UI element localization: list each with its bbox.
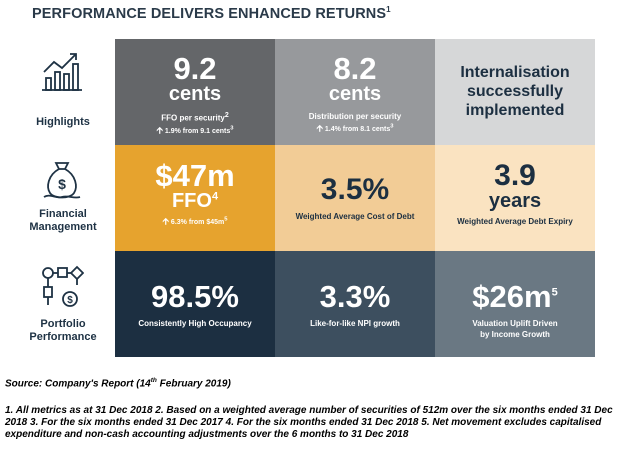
cost-of-debt-caption: Weighted Average Cost of Debt: [295, 212, 415, 221]
page-title: PERFORMANCE DELIVERS ENHANCED RETURNS1: [32, 5, 391, 22]
tile-cost-of-debt: 3.5% Weighted Average Cost of Debt: [275, 145, 435, 251]
distribution-unit: cents: [328, 83, 382, 105]
up-arrow-icon: 🡩: [316, 123, 323, 133]
debt-expiry-caption: Weighted Average Debt Expiry: [457, 217, 573, 226]
valuation-value: $26m5: [472, 279, 558, 314]
row-label-financial-management: Financial Management: [29, 208, 97, 233]
ffo-m-unit: FFO4: [171, 190, 219, 212]
up-arrow-icon: 🡩: [162, 216, 169, 226]
ffo-m-change: 🡩 6.3% from $45m5: [162, 216, 228, 226]
debt-expiry-unit: years: [488, 190, 542, 212]
row-label-portfolio-performance: Portfolio Performance: [29, 318, 97, 343]
ffo-caption: FFO per security2: [161, 112, 229, 123]
bar-chart-growth-icon: [40, 50, 84, 94]
row-label-highlights: Highlights: [36, 116, 90, 128]
money-bag-icon: $: [40, 157, 84, 201]
source-note: Source: Company's Report (14th February …: [5, 377, 231, 390]
ffo-m-value: $47m: [155, 158, 235, 193]
footnotes: 1. All metrics as at 31 Dec 2018 2. Base…: [5, 405, 613, 440]
internalisation-line2: successfully: [466, 83, 564, 100]
tile-internalisation: Internalisation successfully implemented: [435, 39, 595, 145]
ffo-change: 🡩 1.9% from 9.1 cents3: [156, 124, 234, 135]
distribution-caption: Distribution per security: [308, 112, 402, 121]
distribution-value: 8.2: [333, 51, 377, 86]
tile-valuation: $26m5 Valuation Uplift Driven by Income G…: [435, 251, 595, 357]
occupancy-value: 98.5%: [151, 279, 239, 314]
internalisation-line3: implemented: [465, 102, 565, 119]
valuation-caption: Valuation Uplift Driven by Income Growth: [472, 319, 558, 339]
svg-text:$: $: [67, 295, 73, 306]
ffo-value: 9.2: [173, 51, 217, 86]
tile-ffo-m: $47m FFO4 🡩 6.3% from $45m5: [115, 145, 275, 251]
flowchart-icon: $: [40, 265, 85, 309]
ffo-unit: cents: [168, 83, 222, 105]
svg-text:$: $: [58, 176, 66, 192]
cost-of-debt-value: 3.5%: [320, 173, 390, 206]
tile-npi-growth: 3.3% Like-for-like NPI growth: [275, 251, 435, 357]
internalisation-line1: Internalisation: [460, 64, 570, 81]
tile-ffo-cents: 9.2 cents FFO per security2 🡩 1.9% from …: [115, 39, 275, 145]
tile-distribution: 8.2 cents Distribution per security 🡩 1.…: [275, 39, 435, 145]
up-arrow-icon: 🡩: [156, 124, 163, 135]
npi-growth-value: 3.3%: [319, 279, 391, 314]
tile-debt-expiry: 3.9 years Weighted Average Debt Expiry: [435, 145, 595, 251]
debt-expiry-value: 3.9: [494, 159, 536, 192]
tile-occupancy: 98.5% Consistently High Occupancy: [115, 251, 275, 357]
distribution-change: 🡩 1.4% from 8.1 cents3: [316, 123, 394, 133]
npi-growth-caption: Like-for-like NPI growth: [310, 319, 400, 328]
occupancy-caption: Consistently High Occupancy: [138, 319, 252, 328]
